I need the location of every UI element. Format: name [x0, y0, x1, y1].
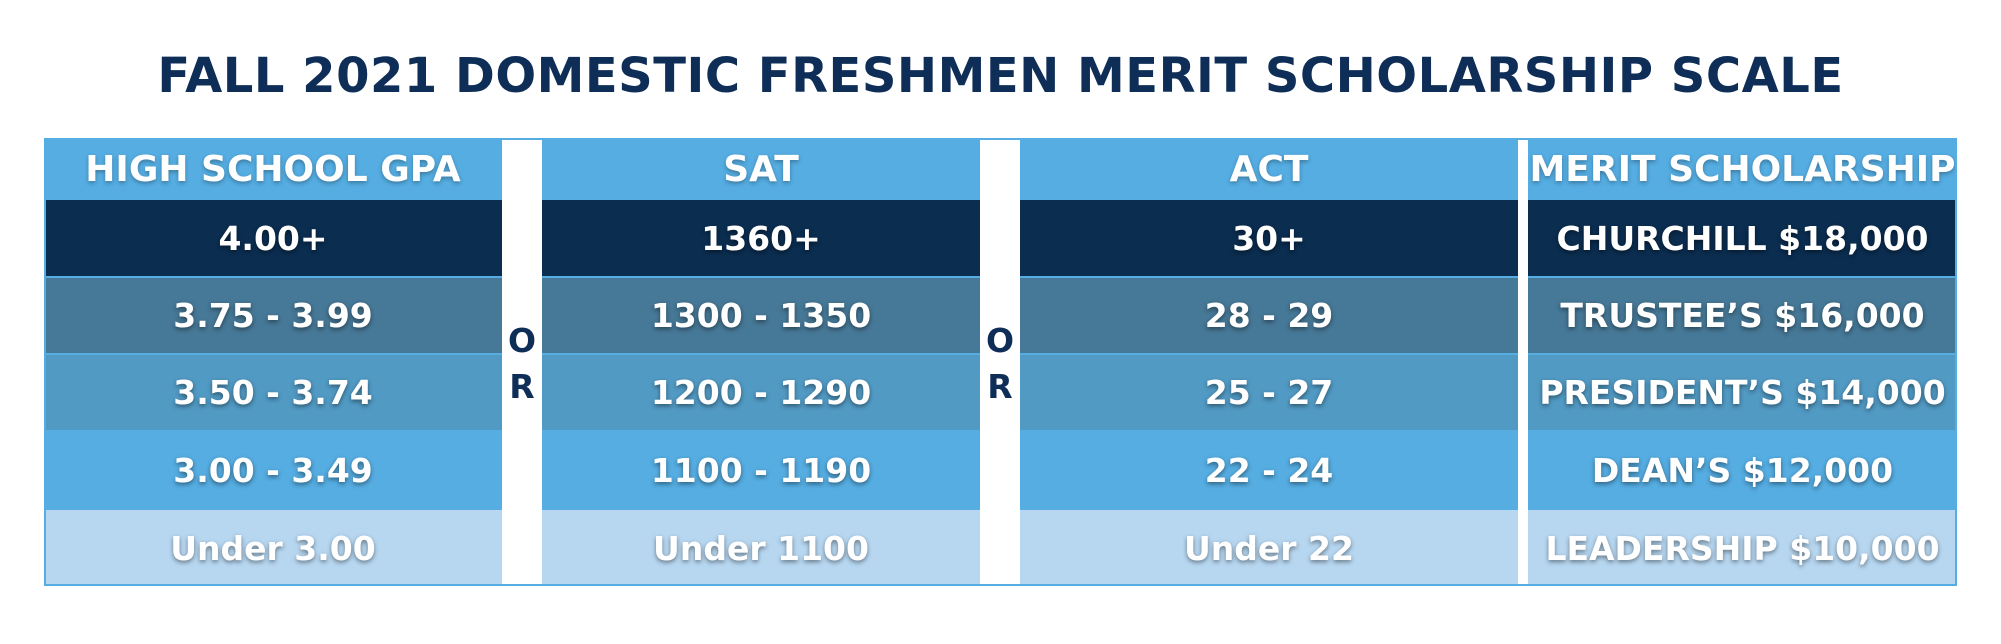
cell-gpa-row-1: 4.00+ [44, 200, 502, 276]
column-header-sat: SAT [542, 138, 980, 200]
column-act: ACT 30+ 28 - 29 25 - 27 22 - 24 Under 22 [1020, 138, 1518, 586]
column-header-act: ACT [1020, 138, 1518, 200]
cell-gpa-row-5: Under 3.00 [44, 508, 502, 586]
or-letter: O [507, 321, 537, 360]
cell-act-row-5: Under 22 [1020, 508, 1518, 586]
cell-act-row-1: 30+ [1020, 200, 1518, 276]
column-gpa: HIGH SCHOOL GPA 4.00+ 3.75 - 3.99 3.50 - 3.… [44, 138, 502, 586]
cell-act-row-4: 22 - 24 [1020, 430, 1518, 508]
cell-merit-row-5: LEADERSHIP $10,000 [1528, 508, 1957, 586]
column-merit: MERIT SCHOLARSHIP CHURCHILL $18,000 TRUSTE… [1528, 138, 1957, 586]
or-letter: R [509, 367, 535, 406]
cell-sat-row-1: 1360+ [542, 200, 980, 276]
cell-merit-row-2: TRUSTEE’S $16,000 [1528, 276, 1957, 353]
cell-gpa-row-4: 3.00 - 3.49 [44, 430, 502, 508]
cell-act-row-3: 25 - 27 [1020, 353, 1518, 430]
cell-gpa-row-2: 3.75 - 3.99 [44, 276, 502, 353]
column-header-gpa: HIGH SCHOOL GPA [44, 138, 502, 200]
or-letter: O [985, 321, 1015, 360]
or-letter: R [987, 367, 1013, 406]
cell-sat-row-2: 1300 - 1350 [542, 276, 980, 353]
cell-gpa-row-3: 3.50 - 3.74 [44, 353, 502, 430]
or-divider-2 [980, 138, 1020, 586]
cell-sat-row-3: 1200 - 1290 [542, 353, 980, 430]
cell-sat-row-5: Under 1100 [542, 508, 980, 586]
scholarship-table: HIGH SCHOOL GPA 4.00+ 3.75 - 3.99 3.50 - 3.… [44, 138, 1957, 586]
cell-act-row-2: 28 - 29 [1020, 276, 1518, 353]
cell-merit-row-4: DEAN’S $12,000 [1528, 430, 1957, 508]
page-title: FALL 2021 DOMESTIC FRESHMEN MERIT SCHOLA… [157, 48, 1844, 104]
cell-merit-row-1: CHURCHILL $18,000 [1528, 200, 1957, 276]
cell-sat-row-4: 1100 - 1190 [542, 430, 980, 508]
cell-merit-row-3: PRESIDENT’S $14,000 [1528, 353, 1957, 430]
or-divider-1 [502, 138, 542, 586]
column-header-merit: MERIT SCHOLARSHIP [1528, 138, 1957, 200]
column-sat: SAT 1360+ 1300 - 1350 1200 - 1290 1100 - 119… [542, 138, 980, 586]
